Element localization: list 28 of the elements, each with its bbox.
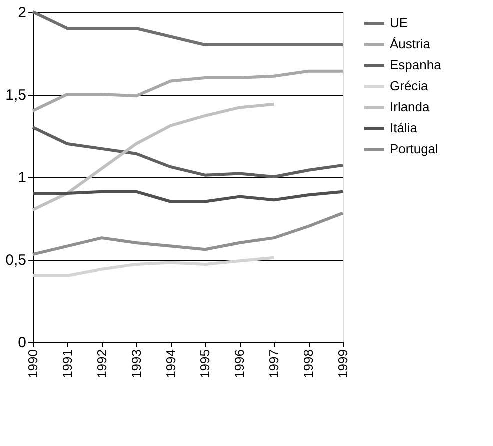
x-tick-label: 1992 xyxy=(94,350,110,378)
x-tick-label: 1997 xyxy=(266,350,282,378)
x-tick-label: 1991 xyxy=(60,350,75,378)
line-series xyxy=(32,102,276,212)
x-tick-label: 1994 xyxy=(163,350,178,378)
line-series xyxy=(32,190,344,204)
legend-label: Itália xyxy=(390,120,418,136)
x-tick-label: 1990 xyxy=(26,350,40,378)
x-tick-label: 1998 xyxy=(301,350,316,378)
line-series xyxy=(32,256,276,278)
line-series xyxy=(32,126,344,178)
x-tick-label: 1999 xyxy=(336,350,350,378)
y-tick-label: 1,5 xyxy=(6,87,26,104)
line-series xyxy=(32,212,344,256)
legend-label: Irlanda xyxy=(390,100,431,114)
x-tick-label: 1995 xyxy=(198,350,213,378)
x-tick-label: 1993 xyxy=(128,350,144,378)
x-tick-label: 1996 xyxy=(232,350,248,378)
legend-label: UE xyxy=(390,16,408,30)
legend-label: Áustria xyxy=(390,36,432,52)
y-tick-label: 1 xyxy=(18,170,26,186)
legend-label: Espanha xyxy=(390,58,442,72)
y-tick-label: 2 xyxy=(18,4,26,22)
line-series xyxy=(32,70,344,112)
legend-label: Portugal xyxy=(390,142,439,156)
legend-label: Grécia xyxy=(390,78,430,94)
y-tick-label: 0,5 xyxy=(6,252,26,269)
y-tick-label: 0 xyxy=(18,334,26,352)
